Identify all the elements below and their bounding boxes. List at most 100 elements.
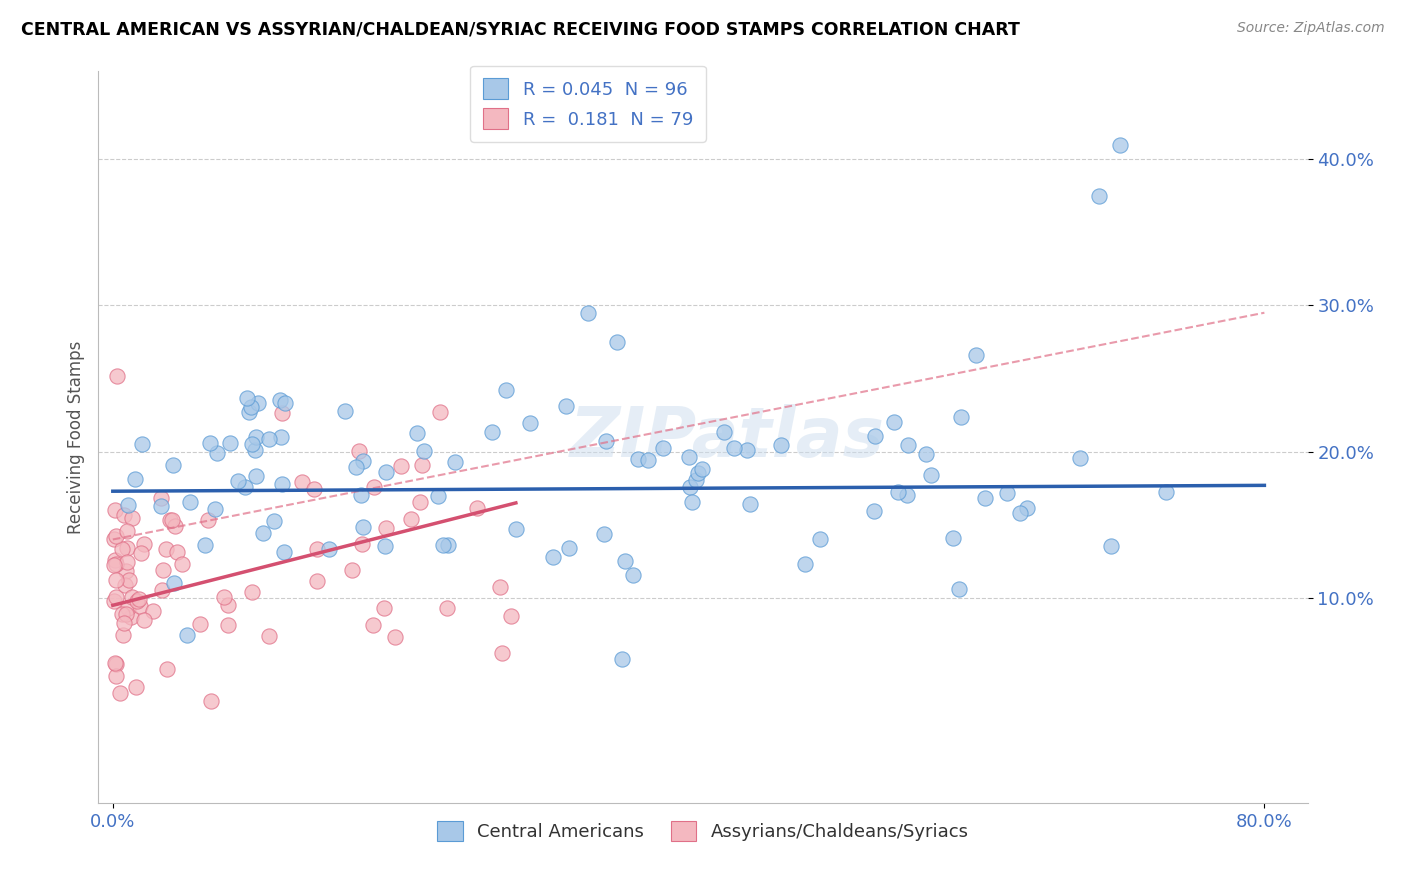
Point bbox=[685, 473, 707, 487]
Point bbox=[610, 652, 633, 666]
Point bbox=[592, 527, 614, 541]
Point bbox=[163, 575, 186, 590]
Point bbox=[111, 607, 134, 621]
Point bbox=[188, 616, 211, 631]
Point bbox=[257, 433, 280, 447]
Point bbox=[352, 454, 374, 468]
Point bbox=[350, 537, 373, 551]
Point bbox=[426, 489, 449, 503]
Point bbox=[495, 384, 517, 398]
Point bbox=[374, 539, 396, 553]
Point bbox=[121, 590, 143, 604]
Point bbox=[389, 458, 412, 473]
Point bbox=[112, 508, 135, 522]
Point bbox=[142, 603, 165, 617]
Point bbox=[235, 480, 257, 494]
Point bbox=[247, 396, 270, 410]
Point bbox=[1109, 137, 1132, 152]
Point bbox=[344, 460, 367, 475]
Point bbox=[1017, 501, 1039, 516]
Point bbox=[340, 563, 363, 577]
Point bbox=[236, 391, 259, 405]
Point bbox=[735, 443, 758, 458]
Point bbox=[155, 542, 177, 557]
Point bbox=[240, 585, 263, 599]
Point bbox=[1099, 539, 1122, 553]
Point bbox=[883, 415, 905, 429]
Point bbox=[621, 568, 644, 582]
Point bbox=[194, 538, 217, 552]
Point bbox=[995, 486, 1018, 500]
Point bbox=[349, 488, 371, 502]
Point bbox=[465, 500, 488, 515]
Point bbox=[179, 495, 201, 509]
Point bbox=[318, 542, 340, 557]
Point bbox=[432, 538, 454, 552]
Point bbox=[125, 681, 148, 695]
Point bbox=[770, 438, 793, 452]
Point bbox=[104, 557, 127, 571]
Point bbox=[713, 425, 735, 439]
Point bbox=[103, 656, 125, 670]
Point bbox=[974, 491, 997, 505]
Point bbox=[740, 498, 762, 512]
Point bbox=[121, 510, 143, 524]
Point bbox=[686, 466, 709, 480]
Point bbox=[1088, 188, 1111, 202]
Point bbox=[411, 458, 433, 472]
Point bbox=[252, 525, 274, 540]
Point bbox=[217, 598, 239, 612]
Point bbox=[114, 577, 136, 591]
Point bbox=[243, 442, 266, 457]
Point bbox=[384, 630, 406, 644]
Point bbox=[491, 646, 513, 660]
Point bbox=[197, 513, 219, 527]
Point bbox=[103, 594, 125, 608]
Point bbox=[405, 425, 427, 440]
Point bbox=[863, 429, 886, 443]
Point bbox=[160, 513, 183, 527]
Point bbox=[723, 441, 745, 455]
Point bbox=[793, 558, 815, 572]
Point bbox=[149, 499, 172, 513]
Point bbox=[156, 662, 179, 676]
Point bbox=[897, 438, 920, 452]
Point bbox=[887, 484, 910, 499]
Point bbox=[132, 537, 155, 551]
Point bbox=[134, 613, 156, 627]
Point bbox=[217, 617, 239, 632]
Point bbox=[270, 430, 292, 444]
Point bbox=[273, 545, 295, 559]
Point bbox=[200, 694, 222, 708]
Point bbox=[1069, 450, 1091, 465]
Point bbox=[131, 437, 153, 451]
Text: ZIPatlas: ZIPatlas bbox=[569, 403, 884, 471]
Point bbox=[218, 435, 240, 450]
Point bbox=[226, 474, 249, 488]
Point bbox=[519, 417, 541, 431]
Point bbox=[165, 518, 187, 533]
Point bbox=[373, 601, 395, 615]
Point bbox=[112, 627, 135, 641]
Text: Source: ZipAtlas.com: Source: ZipAtlas.com bbox=[1237, 21, 1385, 35]
Point bbox=[678, 450, 700, 464]
Point bbox=[374, 465, 396, 479]
Point bbox=[942, 531, 965, 545]
Point bbox=[118, 573, 141, 587]
Point bbox=[444, 455, 467, 469]
Point bbox=[595, 434, 617, 448]
Point bbox=[505, 522, 527, 536]
Point bbox=[363, 480, 385, 494]
Point bbox=[375, 521, 398, 535]
Point bbox=[274, 396, 297, 410]
Point bbox=[128, 591, 150, 606]
Point bbox=[245, 469, 267, 483]
Point bbox=[115, 564, 138, 578]
Point bbox=[200, 435, 222, 450]
Point bbox=[105, 657, 128, 671]
Point bbox=[863, 504, 886, 518]
Point bbox=[333, 403, 356, 417]
Point bbox=[150, 582, 173, 597]
Point bbox=[240, 436, 263, 450]
Point bbox=[481, 425, 503, 439]
